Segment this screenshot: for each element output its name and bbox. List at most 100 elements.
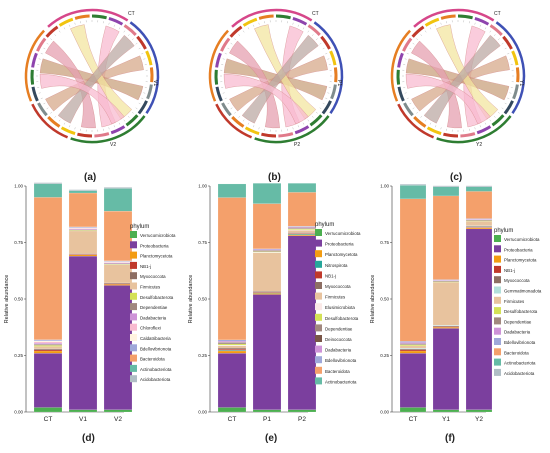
bar-segment-desulfobacterota bbox=[34, 345, 62, 346]
legend-label: Bdellovibrionota bbox=[140, 346, 172, 351]
chord-tick bbox=[421, 34, 422, 35]
chord-tick bbox=[505, 103, 507, 104]
legend-swatch bbox=[494, 348, 501, 355]
legend-swatch bbox=[315, 324, 322, 331]
bar-segment-nb1-j bbox=[466, 227, 492, 228]
bar-segment-nb1-j bbox=[433, 327, 459, 328]
legend-swatch bbox=[315, 314, 322, 321]
bar-segment-nb1-j bbox=[34, 350, 62, 351]
chord-ring-segment bbox=[60, 19, 73, 25]
legend-label: Planctomycetota bbox=[504, 258, 537, 263]
chord-ring-segment bbox=[126, 115, 137, 125]
bar-segment-planctomycetota bbox=[218, 351, 246, 353]
chord-tick bbox=[128, 34, 129, 35]
bar-segment-gemmatimonadota bbox=[466, 226, 492, 227]
bar-segment-myxococcota bbox=[218, 348, 246, 349]
chord-ring-segment bbox=[517, 67, 518, 82]
legend-swatch bbox=[494, 338, 501, 345]
bar-segment-actinobacteriota bbox=[218, 184, 246, 198]
chord-tick bbox=[253, 25, 254, 27]
chord-tick bbox=[308, 120, 309, 122]
chord-tick bbox=[498, 39, 499, 40]
legend-label: Myxococcota bbox=[140, 274, 166, 279]
chord-tick bbox=[327, 93, 329, 94]
legend-swatch bbox=[130, 365, 137, 372]
chord-tick bbox=[312, 34, 313, 35]
chord-tick bbox=[139, 103, 141, 104]
chord-tick bbox=[480, 25, 481, 27]
legend-label: Gemmatimonadota bbox=[504, 289, 542, 294]
chord-tick bbox=[69, 125, 70, 127]
chord-tick bbox=[234, 39, 235, 40]
chord-tick bbox=[259, 127, 260, 129]
chord-ring-segment bbox=[441, 16, 456, 18]
chord-ring-segment bbox=[92, 16, 107, 18]
chord-tick bbox=[441, 23, 442, 25]
y-tick-label: 0.00 bbox=[14, 410, 23, 415]
chord-tick bbox=[243, 120, 244, 122]
y-axis-label: Relative abundance bbox=[4, 275, 10, 324]
chord-tick bbox=[421, 116, 422, 117]
chord-ring-segment bbox=[332, 85, 336, 99]
chord-tick bbox=[114, 25, 115, 27]
x-tick-label: V2 bbox=[114, 416, 122, 423]
chord-tick bbox=[320, 108, 322, 109]
legend-swatch bbox=[494, 256, 501, 263]
bar-segment-proteobacteria bbox=[69, 256, 97, 410]
panel-label: (d) bbox=[82, 433, 95, 444]
chord-tick bbox=[325, 98, 327, 99]
chord-tick bbox=[323, 103, 325, 104]
bar-segment-desulfobacterota bbox=[466, 221, 492, 222]
chord-tick bbox=[490, 31, 491, 33]
y-tick-label: 0.50 bbox=[14, 297, 23, 302]
legend-label: Myxococcota bbox=[325, 284, 351, 289]
bar-segment-nitrospirota bbox=[253, 293, 281, 294]
bar-segment-acidobacteriota bbox=[104, 187, 132, 188]
bar-segment-actinobacteriota bbox=[433, 187, 459, 196]
chord-tick bbox=[119, 123, 120, 125]
chord-label-group-2: Y2 bbox=[476, 142, 482, 148]
legend-swatch bbox=[494, 235, 501, 242]
chord-tick bbox=[435, 25, 436, 27]
legend-label: Elusimicrobiota bbox=[325, 305, 355, 310]
chord-ring-segment bbox=[503, 37, 511, 49]
legend-swatch bbox=[130, 334, 137, 341]
y-tick-label: 0.25 bbox=[198, 353, 207, 358]
bar-segment-bacteroidota bbox=[433, 196, 459, 280]
bar-segment-planctomycetota bbox=[288, 235, 316, 236]
bar-segment-chloroflexi bbox=[69, 228, 97, 229]
bar-segment-verrucomicrobiota bbox=[253, 410, 281, 412]
bar-segment-deinococcota bbox=[253, 250, 281, 251]
legend-label: Dependentiae bbox=[504, 319, 532, 324]
bar-segment-dependentiae bbox=[400, 344, 426, 345]
chord-ring-segment bbox=[222, 103, 230, 115]
chord-ring-segment bbox=[48, 117, 59, 126]
chord-ring-segment bbox=[232, 117, 243, 126]
chord-ring-segment bbox=[458, 16, 473, 18]
chord-ring-segment bbox=[331, 51, 335, 65]
bar-segment-bacteroidota bbox=[218, 198, 246, 340]
bar-segment-actinobacteriota bbox=[69, 191, 97, 193]
x-tick-label: Y2 bbox=[475, 416, 483, 423]
x-tick-label: V1 bbox=[79, 416, 87, 423]
bar-segment-proteobacteria bbox=[466, 229, 492, 410]
chord-tick bbox=[410, 48, 412, 49]
legend-title: phylum bbox=[315, 222, 334, 228]
chord-ring-segment bbox=[443, 134, 458, 136]
chord-ring-segment bbox=[37, 39, 45, 52]
chord-ring-segment bbox=[139, 101, 147, 114]
bar-segment-bacteroidota bbox=[288, 192, 316, 226]
chord-label-group-1: Y1 bbox=[518, 80, 524, 86]
chord-tick bbox=[298, 25, 299, 27]
chord-tick bbox=[413, 43, 415, 44]
bar-segment-firmicutes bbox=[400, 346, 426, 348]
chord-tick bbox=[259, 23, 260, 25]
chord-ring-segment bbox=[403, 39, 411, 52]
legend-swatch bbox=[130, 375, 137, 382]
legend-label: Verrucomicrobiota bbox=[140, 233, 176, 238]
legend-label: Proteobacteria bbox=[325, 242, 354, 247]
bar-segment-planctomycetota bbox=[466, 228, 492, 229]
legend-label: NB1-j bbox=[504, 268, 515, 273]
bar-segment-myxococcota bbox=[34, 349, 62, 350]
